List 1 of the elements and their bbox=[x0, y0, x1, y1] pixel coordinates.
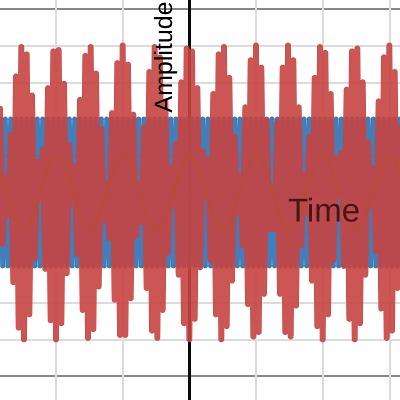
y-axis-title: Amplitude bbox=[150, 1, 178, 113]
